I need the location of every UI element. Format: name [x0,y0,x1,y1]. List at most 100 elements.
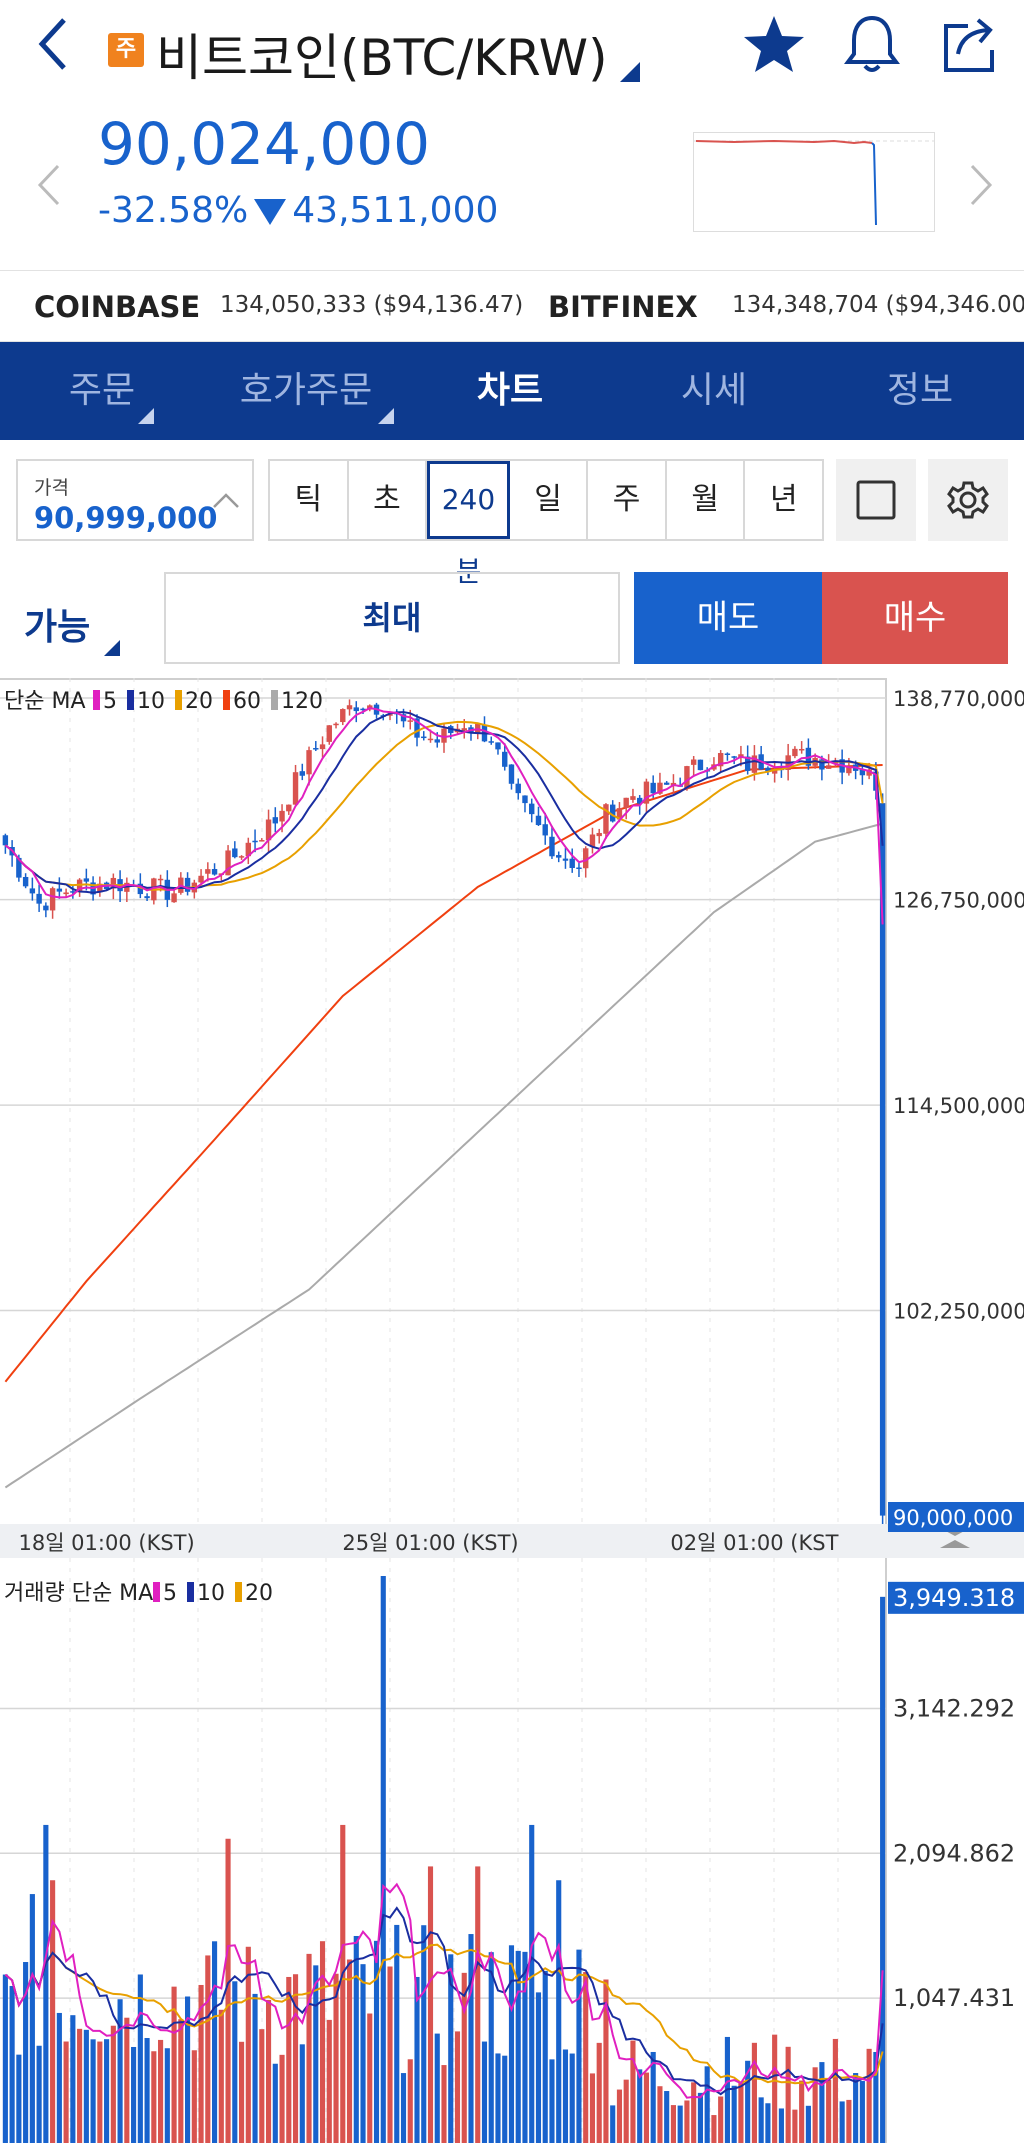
prev-coin-arrow-icon[interactable] [30,160,70,210]
bell-icon[interactable] [840,12,904,76]
timeframe-year[interactable]: 년 [769,482,798,517]
chart-settings-button[interactable] [928,459,1008,541]
volume-bar [77,2028,83,2143]
buy-button[interactable]: 매수 [822,572,1008,664]
volume-current-tag [888,1581,1024,1614]
tab-order[interactable]: 주문 [0,342,204,440]
timeframe-240min[interactable]: 240분 [427,461,510,588]
y-tick-label: 102,250,000 [893,1300,1024,1324]
next-coin-arrow-icon[interactable] [960,160,1000,210]
volume-bar [549,2059,555,2143]
mini-chart[interactable] [693,132,935,232]
max-button[interactable]: 최대 [164,572,620,664]
candle [29,888,36,894]
candle [866,769,872,776]
exchange-prices-row [0,270,1024,342]
candle [508,764,515,784]
candle [798,748,805,751]
candle [562,858,569,861]
candle [502,751,508,767]
volume-bar [846,2099,852,2143]
volume-bar [394,1924,400,2143]
volume-bar [637,2069,643,2143]
volume-bar [475,1866,481,2143]
candle [792,748,798,757]
legend-label: 60 [233,689,261,714]
tab-orderbook-order-caret-icon [378,408,394,424]
available-dropdown[interactable]: 가능 [24,607,91,648]
volume-ma5-line [4,1882,884,2099]
sell-button[interactable]: 매도 [634,572,822,664]
volume-ma10-line [4,1906,884,2096]
volume-legend-prefix: 거래량 단순 MA [4,1581,153,1606]
candle [819,759,825,770]
candle [515,783,521,794]
timeframe-month[interactable]: 월 [667,461,746,539]
tab-quotes[interactable]: 시세 [612,342,816,440]
timeframe-day[interactable]: 일 [510,461,589,539]
timeframe-second[interactable]: 초 [349,461,428,539]
tab-order-label: 주문 [68,370,136,411]
ma5-line [4,707,884,925]
candle [211,869,218,875]
candle [583,848,589,869]
legend-swatch [127,690,134,710]
candle [326,725,332,742]
candle [589,834,596,847]
title-dropdown-caret-icon[interactable] [620,62,640,82]
volume-bar [650,2051,656,2143]
price-chart[interactable]: 138,770,000 126,750,000 114,500,000 102,250… [0,678,1024,2143]
volume-bar [50,1880,56,2143]
exchange-value-bitfinex: 134,348,704 ($94,346.00) [732,292,1024,318]
tab-chart[interactable]: 차트 [408,342,612,440]
candle [56,888,63,892]
candle [697,759,704,771]
timeframe-week[interactable]: 주 [588,461,667,539]
exchange-name-coinbase: COINBASE [34,290,201,324]
candle [522,795,528,804]
candle [144,896,150,899]
legend-label: 20 [245,1581,273,1606]
x-tick-label: 18일 01:00 (KST) [18,1531,194,1555]
volume-bar [596,2042,602,2143]
volume-bar [866,2048,872,2143]
page-title[interactable]: 비트코인(BTC/KRW) [156,29,608,87]
volume-bar [556,1880,562,2143]
tab-info[interactable]: 정보 [816,342,1024,440]
volume-bar [718,2096,724,2143]
volume-bar [657,2086,663,2143]
exchange-name-bitfinex: BITFINEX [548,290,698,324]
star-icon[interactable] [742,12,806,76]
volume-bar [9,1985,15,2143]
candle [157,878,164,881]
timeframe-tick[interactable]: 틱 [270,461,349,539]
timeframe-selector: 틱 초 240분 일 주 월 년 [268,459,824,588]
candle [353,707,359,712]
tab-info-label: 정보 [886,370,954,411]
volume-bar [819,2062,825,2143]
volume-bar [812,2067,818,2143]
candle [616,808,623,820]
volume-bar [259,2029,265,2143]
back-arrow-icon[interactable] [34,14,74,74]
volume-bar [292,1974,299,2143]
candle [286,804,292,812]
candle [495,742,501,750]
volume-bar [522,1951,528,2143]
tab-orderbook-order[interactable]: 호가주문 [204,342,408,440]
current-price: 90,024,000 [98,110,431,178]
candle [771,768,778,774]
scroll-down-arrow-icon [940,1540,970,1548]
volume-bar [353,1935,359,2143]
legend-swatch [93,690,100,710]
candle [427,738,434,741]
candle [630,796,636,800]
share-icon[interactable] [938,12,1002,76]
candle [407,720,413,722]
price-selector[interactable]: 가격 90,999,000 [16,459,254,541]
change-amount: 43,511,000 [292,190,499,231]
fullscreen-button[interactable] [836,459,916,541]
volume-bar [117,1999,123,2143]
market-badge: 주 [108,33,144,67]
volume-bar [198,1984,204,2143]
